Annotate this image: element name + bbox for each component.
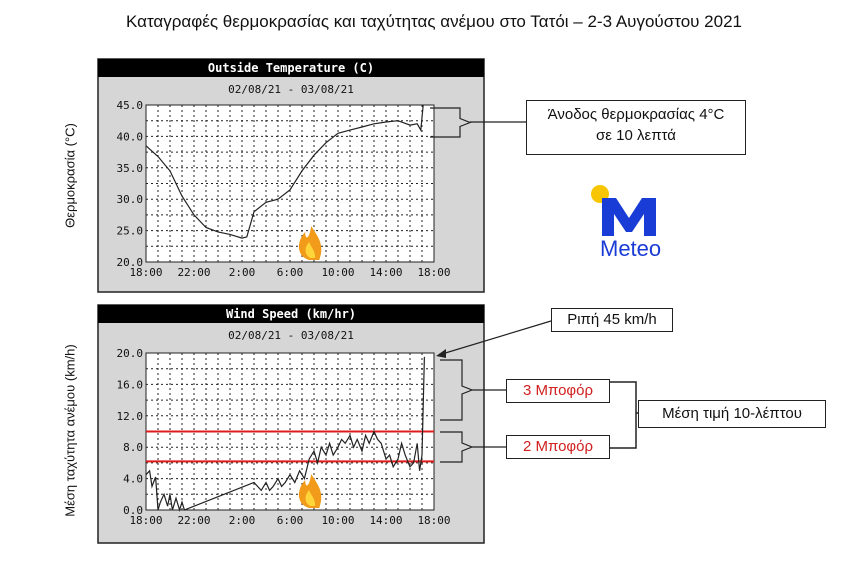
temperature-subtitle: 02/08/21 - 03/08/21 bbox=[228, 83, 354, 96]
m-letter-icon bbox=[602, 198, 656, 236]
beaufort-2-callout: 2 Μποφόρ bbox=[506, 435, 610, 459]
temperature-xtick-label: 2:00 bbox=[229, 266, 256, 279]
temperature-ytick-label: 30.0 bbox=[117, 193, 144, 206]
wind-panel: Wind Speed (km/hr) 02/08/21 - 03/08/21 20.… bbox=[97, 304, 485, 544]
temperature-xtick-label: 14:00 bbox=[369, 266, 402, 279]
beaufort-3-callout: 3 Μποφόρ bbox=[506, 379, 610, 403]
gust-arrow-line bbox=[441, 320, 552, 355]
wind-fire-outer bbox=[298, 474, 322, 508]
temperature-ytick-label: 45.0 bbox=[117, 99, 144, 112]
wind-ytick-label: 16.0 bbox=[117, 378, 144, 391]
wind-series-line bbox=[145, 356, 425, 513]
temperature-panel: Outside Temperature (C) 02/08/21 - 03/08/… bbox=[97, 58, 485, 293]
mean-10min-callout: Μέση τιμή 10-λέπτου bbox=[638, 400, 826, 428]
wind-ytick-label: 4.0 bbox=[123, 473, 143, 486]
wind-fire-icon bbox=[298, 474, 322, 508]
meteo-m-sun-logo-icon bbox=[591, 185, 656, 236]
temperature-ytick-label: 20.0 bbox=[117, 256, 144, 269]
mean-bracket bbox=[608, 381, 638, 449]
gust-callout: Ριπή 45 km/h bbox=[551, 308, 673, 332]
wind-title-bar bbox=[98, 305, 484, 323]
wind-fire-inner bbox=[305, 490, 316, 506]
temperature-fire-outer bbox=[298, 226, 322, 260]
temperature-ytick-label: 25.0 bbox=[117, 225, 144, 238]
meteo-logo: Meteo bbox=[588, 180, 678, 265]
wind-ytick-label: 0.0 bbox=[123, 504, 143, 517]
temperature-ytick-label: 35.0 bbox=[117, 162, 144, 175]
gust-arrow-head bbox=[436, 349, 446, 358]
temperature-rise-callout: Άνοδος θερμοκρασίας 4°C σε 10 λεπτά bbox=[526, 100, 746, 155]
temperature-fire-inner bbox=[305, 242, 316, 258]
page-title: Καταγραφές θερμοκρασίας και ταχύτητας αν… bbox=[126, 12, 742, 31]
temperature-series-line bbox=[145, 104, 424, 239]
temperature-title-bar bbox=[98, 59, 484, 77]
wind-subtitle: 02/08/21 - 03/08/21 bbox=[228, 329, 354, 342]
wind-ytick-label: 8.0 bbox=[123, 441, 143, 454]
wind-xtick-label: 10:00 bbox=[321, 514, 354, 527]
wind-title: Wind Speed (km/hr) bbox=[226, 307, 356, 321]
wind-xtick-label: 6:00 bbox=[277, 514, 304, 527]
wind-ytick-label: 12.0 bbox=[117, 410, 144, 423]
wind-xtick-label: 14:00 bbox=[369, 514, 402, 527]
wind-xtick-label: 22:00 bbox=[177, 514, 210, 527]
temperature-rise-line2: σε 10 λεπτά bbox=[596, 127, 676, 144]
temperature-ytick-label: 40.0 bbox=[117, 130, 144, 143]
temperature-xtick-label: 6:00 bbox=[277, 266, 304, 279]
wind-xtick-label: 2:00 bbox=[229, 514, 256, 527]
temperature-fire-icon bbox=[298, 226, 322, 260]
wind-xtick-label: 18:00 bbox=[129, 514, 162, 527]
meteo-logo-text: Meteo bbox=[600, 236, 662, 261]
temperature-xtick-label: 10:00 bbox=[321, 266, 354, 279]
temperature-rise-line1: Άνοδος θερμοκρασίας 4°C bbox=[547, 106, 725, 123]
wind-xtick-label: 18:00 bbox=[417, 514, 450, 527]
wind-ytick-label: 20.0 bbox=[117, 347, 144, 360]
temperature-xtick-label: 18:00 bbox=[417, 266, 450, 279]
temperature-xtick-label: 22:00 bbox=[177, 266, 210, 279]
temperature-plot-area bbox=[145, 104, 435, 263]
temperature-title: Outside Temperature (C) bbox=[208, 61, 374, 75]
temperature-xtick-label: 18:00 bbox=[129, 266, 162, 279]
